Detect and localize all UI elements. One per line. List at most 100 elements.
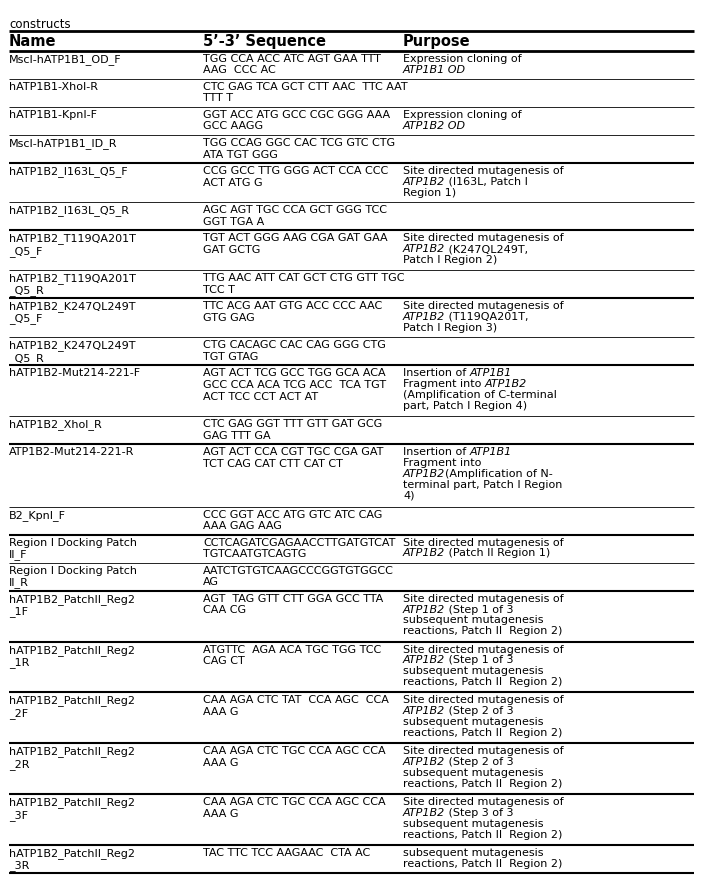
Text: reactions, Patch II  Region 2): reactions, Patch II Region 2) [403, 859, 562, 869]
Text: ATP1B2: ATP1B2 [403, 469, 445, 479]
Text: MscI-hATP1B1_OD_F: MscI-hATP1B1_OD_F [9, 54, 122, 64]
Text: Site directed mutagenesis of: Site directed mutagenesis of [403, 797, 564, 807]
Text: AGC AGT TGC CCA GCT GGG TCC
GGT TGA A: AGC AGT TGC CCA GCT GGG TCC GGT TGA A [203, 205, 387, 227]
Text: reactions, Patch II  Region 2): reactions, Patch II Region 2) [403, 728, 562, 737]
Text: hATP1B2_K247QL249T
_Q5_F: hATP1B2_K247QL249T _Q5_F [9, 301, 135, 324]
Text: ATP1B2: ATP1B2 [485, 380, 527, 389]
Text: Patch I Region 2): Patch I Region 2) [403, 255, 497, 265]
Text: ATP1B2: ATP1B2 [403, 655, 445, 665]
Text: (Step 3 of 3: (Step 3 of 3 [445, 808, 514, 818]
Text: Site directed mutagenesis of: Site directed mutagenesis of [403, 746, 564, 756]
Text: reactions, Patch II  Region 2): reactions, Patch II Region 2) [403, 779, 562, 788]
Text: hATP1B2_T119QA201T
_Q5_F: hATP1B2_T119QA201T _Q5_F [9, 233, 136, 257]
Text: hATP1B1-XhoI-R: hATP1B1-XhoI-R [9, 82, 98, 92]
Text: CCTCAGATCGAGAACCTTGATGTCAT
TGTCAATGTCAGTG: CCTCAGATCGAGAACCTTGATGTCAT TGTCAATGTCAGT… [203, 537, 395, 559]
Text: TGG CCAG GGC CAC TCG GTC CTG
ATA TGT GGG: TGG CCAG GGC CAC TCG GTC CTG ATA TGT GGG [203, 138, 395, 159]
Text: CTG CACAGC CAC CAG GGG CTG
TGT GTAG: CTG CACAGC CAC CAG GGG CTG TGT GTAG [203, 340, 386, 362]
Text: ATP1B1 OD: ATP1B1 OD [403, 64, 466, 75]
Text: Site directed mutagenesis of: Site directed mutagenesis of [403, 301, 564, 311]
Text: Fragment into: Fragment into [403, 380, 485, 389]
Text: hATP1B2_PatchII_Reg2
_1F: hATP1B2_PatchII_Reg2 _1F [9, 594, 135, 618]
Text: (Amplification of N-: (Amplification of N- [445, 469, 553, 479]
Text: reactions, Patch II  Region 2): reactions, Patch II Region 2) [403, 677, 562, 687]
Text: AGT ACT CCA CGT TGC CGA GAT
TCT CAG CAT CTT CAT CT: AGT ACT CCA CGT TGC CGA GAT TCT CAG CAT … [203, 448, 383, 469]
Text: hATP1B2_I163L_Q5_F: hATP1B2_I163L_Q5_F [9, 166, 128, 177]
Text: CAA AGA CTC TGC CCA AGC CCA
AAA G: CAA AGA CTC TGC CCA AGC CCA AAA G [203, 746, 386, 768]
Text: hATP1B2_PatchII_Reg2
_2R: hATP1B2_PatchII_Reg2 _2R [9, 746, 135, 770]
Text: ATP1B2 OD: ATP1B2 OD [403, 121, 466, 130]
Text: (K247QL249T,: (K247QL249T, [445, 244, 529, 255]
Text: TGT ACT GGG AAG CGA GAT GAA
GAT GCTG: TGT ACT GGG AAG CGA GAT GAA GAT GCTG [203, 233, 388, 255]
Text: Region I Docking Patch
II_F: Region I Docking Patch II_F [9, 537, 137, 560]
Text: (Patch II Region 1): (Patch II Region 1) [445, 549, 550, 559]
Text: (T119QA201T,: (T119QA201T, [445, 312, 529, 322]
Text: Site directed mutagenesis of: Site directed mutagenesis of [403, 166, 564, 176]
Text: TTG AAC ATT CAT GCT CTG GTT TGC
TCC T: TTG AAC ATT CAT GCT CTG GTT TGC TCC T [203, 273, 404, 294]
Text: Insertion of: Insertion of [403, 368, 470, 379]
Text: ATP1B2: ATP1B2 [403, 177, 445, 187]
Text: subsequent mutagenesis: subsequent mutagenesis [403, 818, 543, 829]
Text: CAA AGA CTC TGC CCA AGC CCA
AAA G: CAA AGA CTC TGC CCA AGC CCA AAA G [203, 797, 386, 818]
Text: ATP1B2: ATP1B2 [403, 808, 445, 818]
Text: 4): 4) [403, 491, 414, 500]
Text: MscI-hATP1B1_ID_R: MscI-hATP1B1_ID_R [9, 138, 118, 149]
Text: ATP1B1: ATP1B1 [470, 368, 512, 379]
Text: hATP1B2_PatchII_Reg2
_1R: hATP1B2_PatchII_Reg2 _1R [9, 645, 135, 668]
Text: ATP1B1: ATP1B1 [470, 448, 512, 457]
Text: ATP1B2: ATP1B2 [403, 244, 445, 255]
Text: AGT ACT TCG GCC TGG GCA ACA
GCC CCA ACA TCG ACC  TCA TGT
ACT TCC CCT ACT AT: AGT ACT TCG GCC TGG GCA ACA GCC CCA ACA … [203, 368, 386, 402]
Text: ATP1B2: ATP1B2 [403, 757, 445, 767]
Text: Insertion of: Insertion of [403, 448, 470, 457]
Text: Expression cloning of: Expression cloning of [403, 110, 522, 120]
Text: subsequent mutagenesis: subsequent mutagenesis [403, 717, 543, 727]
Text: subsequent mutagenesis: subsequent mutagenesis [403, 768, 543, 778]
Text: Site directed mutagenesis of: Site directed mutagenesis of [403, 537, 564, 548]
Text: (Step 2 of 3: (Step 2 of 3 [445, 757, 514, 767]
Text: CTC GAG GGT TTT GTT GAT GCG
GAG TTT GA: CTC GAG GGT TTT GTT GAT GCG GAG TTT GA [203, 419, 383, 440]
Text: hATP1B2_PatchII_Reg2
_3F: hATP1B2_PatchII_Reg2 _3F [9, 797, 135, 820]
Text: ATP1B2-Mut214-221-R: ATP1B2-Mut214-221-R [9, 448, 135, 457]
Text: ATP1B2: ATP1B2 [403, 707, 445, 716]
Text: hATP1B2_I163L_Q5_R: hATP1B2_I163L_Q5_R [9, 205, 129, 217]
Text: subsequent mutagenesis: subsequent mutagenesis [403, 848, 543, 858]
Text: Expression cloning of: Expression cloning of [403, 54, 522, 63]
Text: hATP1B2_PatchII_Reg2
_2F: hATP1B2_PatchII_Reg2 _2F [9, 695, 135, 719]
Text: hATP1B1-KpnI-F: hATP1B1-KpnI-F [9, 110, 97, 120]
Text: Region 1): Region 1) [403, 188, 456, 197]
Text: Site directed mutagenesis of: Site directed mutagenesis of [403, 233, 564, 243]
Text: Site directed mutagenesis of: Site directed mutagenesis of [403, 645, 564, 655]
Text: Region I Docking Patch
II_R: Region I Docking Patch II_R [9, 566, 137, 589]
Text: ATP1B2: ATP1B2 [403, 549, 445, 559]
Text: hATP1B2_T119QA201T
_Q5_R: hATP1B2_T119QA201T _Q5_R [9, 273, 136, 296]
Text: CCC GGT ACC ATG GTC ATC CAG
AAA GAG AAG: CCC GGT ACC ATG GTC ATC CAG AAA GAG AAG [203, 509, 383, 531]
Text: ATP1B2: ATP1B2 [403, 604, 445, 615]
Text: Fragment into: Fragment into [403, 458, 482, 468]
Text: Site directed mutagenesis of: Site directed mutagenesis of [403, 695, 564, 706]
Text: (Amplification of C-terminal: (Amplification of C-terminal [403, 390, 557, 400]
Text: TAC TTC TCC AAGAAC  CTA AC: TAC TTC TCC AAGAAC CTA AC [203, 848, 371, 858]
Text: (Step 2 of 3: (Step 2 of 3 [445, 707, 514, 716]
Text: (Step 1 of 3: (Step 1 of 3 [445, 604, 514, 615]
Text: (Step 1 of 3: (Step 1 of 3 [445, 655, 514, 665]
Text: CTC GAG TCA GCT CTT AAC  TTC AAT
TTT T: CTC GAG TCA GCT CTT AAC TTC AAT TTT T [203, 82, 408, 103]
Text: TTC ACG AAT GTG ACC CCC AAC
GTG GAG: TTC ACG AAT GTG ACC CCC AAC GTG GAG [203, 301, 383, 322]
Text: CAA AGA CTC TAT  CCA AGC  CCA
AAA G: CAA AGA CTC TAT CCA AGC CCA AAA G [203, 695, 389, 717]
Text: hATP1B2_Xhol_R: hATP1B2_Xhol_R [9, 419, 102, 430]
Text: B2_KpnI_F: B2_KpnI_F [9, 509, 66, 521]
Text: CCG GCC TTG GGG ACT CCA CCC
ACT ATG G: CCG GCC TTG GGG ACT CCA CCC ACT ATG G [203, 166, 388, 188]
Text: hATP1B2_K247QL249T
_Q5_R: hATP1B2_K247QL249T _Q5_R [9, 340, 135, 364]
Text: Purpose: Purpose [403, 34, 470, 49]
Text: subsequent mutagenesis: subsequent mutagenesis [403, 615, 543, 626]
Text: 5’-3’ Sequence: 5’-3’ Sequence [203, 34, 326, 49]
Text: terminal part, Patch I Region: terminal part, Patch I Region [403, 480, 562, 490]
Text: subsequent mutagenesis: subsequent mutagenesis [403, 666, 543, 677]
Text: Patch I Region 3): Patch I Region 3) [403, 322, 497, 332]
Text: hATP1B2-Mut214-221-F: hATP1B2-Mut214-221-F [9, 368, 140, 379]
Text: GGT ACC ATG GCC CGC GGG AAA
GCC AAGG: GGT ACC ATG GCC CGC GGG AAA GCC AAGG [203, 110, 390, 131]
Text: ATP1B2: ATP1B2 [403, 312, 445, 322]
Text: TGG CCA ACC ATC AGT GAA TTT
AAG  CCC AC: TGG CCA ACC ATC AGT GAA TTT AAG CCC AC [203, 54, 381, 76]
Text: reactions, Patch II  Region 2): reactions, Patch II Region 2) [403, 830, 562, 840]
Text: constructs: constructs [9, 19, 71, 31]
Text: AGT  TAG GTT CTT GGA GCC TTA
CAA CG: AGT TAG GTT CTT GGA GCC TTA CAA CG [203, 594, 383, 615]
Text: reactions, Patch II  Region 2): reactions, Patch II Region 2) [403, 626, 562, 636]
